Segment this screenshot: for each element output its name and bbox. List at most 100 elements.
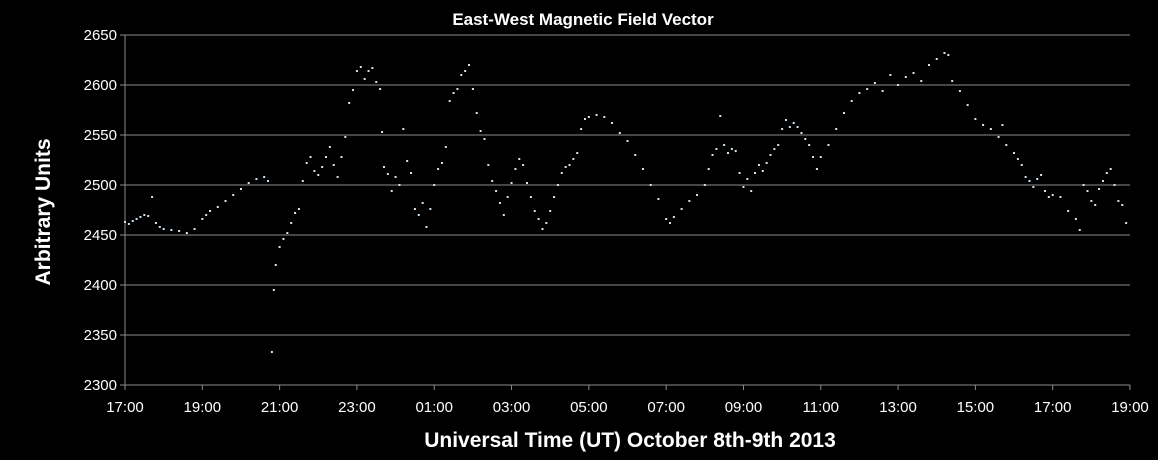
data-point — [340, 156, 343, 158]
data-point — [815, 168, 818, 170]
data-point — [498, 202, 501, 204]
data-point — [537, 218, 540, 220]
data-point — [491, 180, 494, 182]
y-tick-label: 2450 — [84, 227, 117, 244]
data-point — [641, 168, 644, 170]
data-point — [553, 196, 556, 198]
data-point — [255, 178, 258, 180]
data-point — [402, 128, 405, 130]
data-point — [1020, 164, 1023, 166]
data-point — [541, 228, 544, 230]
x-tick-label: 07:00 — [647, 399, 685, 416]
x-tick-labels: 17:00 19:00 21:00 23:00 01:00 03:00 05:00 07:00… — [106, 399, 1149, 416]
data-point — [796, 126, 799, 128]
data-point — [522, 164, 525, 166]
data-point — [738, 172, 741, 174]
data-point — [1047, 196, 1050, 198]
data-point — [1082, 184, 1085, 186]
data-point — [301, 180, 304, 182]
data-point — [131, 220, 134, 222]
x-tick-label: 15:00 — [957, 399, 995, 416]
data-point — [730, 148, 733, 150]
x-tick-label: 17:00 — [1034, 399, 1072, 416]
data-point — [808, 144, 811, 146]
data-point — [278, 246, 281, 248]
data-point — [382, 166, 385, 168]
data-point — [788, 126, 791, 128]
x-tick-label: 19:00 — [1111, 399, 1149, 416]
data-point — [1090, 200, 1093, 202]
data-point — [897, 84, 900, 86]
data-point — [804, 138, 807, 140]
data-point — [688, 200, 691, 202]
data-point — [634, 154, 637, 156]
data-point — [750, 190, 753, 192]
x-tick-label: 23:00 — [338, 399, 376, 416]
data-point — [873, 82, 876, 84]
data-point — [294, 212, 297, 214]
data-point — [1036, 178, 1039, 180]
data-point — [429, 208, 432, 210]
data-point — [394, 176, 397, 178]
data-point — [529, 196, 532, 198]
y-tick-label: 2650 — [84, 27, 117, 44]
data-point — [135, 218, 138, 220]
data-point — [224, 200, 227, 202]
data-point — [274, 264, 277, 266]
data-point — [124, 221, 126, 223]
data-point — [603, 116, 606, 118]
data-point — [359, 66, 362, 68]
data-point — [456, 88, 459, 90]
chart-title: East-West Magnetic Field Vector — [452, 10, 714, 29]
data-point — [765, 162, 768, 164]
data-point — [178, 230, 181, 232]
data-point — [437, 168, 440, 170]
data-point — [282, 238, 285, 240]
data-point — [773, 148, 776, 150]
data-point — [209, 210, 212, 212]
data-point — [576, 152, 579, 154]
data-point — [711, 154, 714, 156]
data-point — [842, 112, 845, 114]
data-point — [707, 168, 710, 170]
data-point — [398, 184, 401, 186]
data-point — [568, 164, 571, 166]
data-point — [170, 229, 173, 231]
x-tick-label: 11:00 — [803, 399, 839, 416]
x-tick-label: 21:00 — [261, 399, 299, 416]
data-point — [143, 214, 146, 216]
data-point — [1043, 190, 1046, 192]
data-point — [777, 144, 780, 146]
data-point — [147, 215, 150, 217]
data-point — [587, 116, 590, 118]
data-point — [935, 58, 938, 60]
data-point — [665, 218, 668, 220]
data-point — [680, 208, 683, 210]
data-point — [1028, 180, 1031, 182]
axes — [120, 34, 1131, 390]
data-point — [460, 74, 463, 76]
data-point — [464, 70, 467, 72]
data-point — [703, 184, 706, 186]
x-tick-label: 01:00 — [415, 399, 453, 416]
data-point — [835, 128, 838, 130]
data-point — [239, 188, 242, 190]
data-point — [518, 158, 521, 160]
data-point — [1051, 194, 1054, 196]
data-point — [672, 216, 675, 218]
data-point — [185, 232, 188, 234]
data-point — [1013, 152, 1016, 154]
data-point — [433, 184, 436, 186]
data-point — [746, 178, 749, 180]
data-point — [468, 64, 471, 66]
data-point — [974, 118, 977, 120]
data-point — [1105, 172, 1108, 174]
data-point — [162, 228, 165, 230]
data-point — [483, 138, 486, 140]
data-point — [1005, 144, 1008, 146]
data-point — [367, 70, 370, 72]
x-axis-title: Universal Time (UT) October 8th-9th 2013 — [424, 429, 836, 452]
data-point — [723, 144, 726, 146]
data-point — [943, 52, 946, 54]
